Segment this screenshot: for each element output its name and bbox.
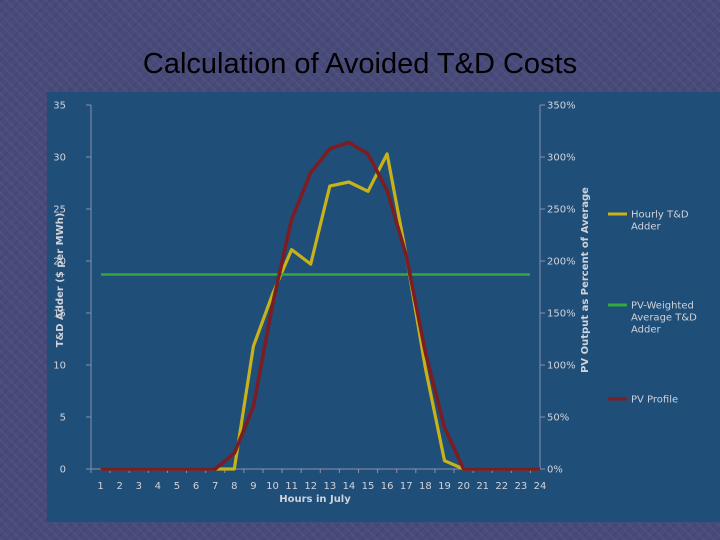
series-line-hourly-td-adder [100,152,540,471]
x-tick-label: 21 [476,481,489,492]
x-tick-label: 16 [381,481,394,492]
x-tick-label: 10 [266,481,279,492]
x-tick-label: 7 [212,481,218,492]
x-tick-label: 13 [323,481,336,492]
x-tick-label: 15 [362,481,375,492]
y-tick-label-right: 50% [547,413,569,424]
y-tick-label-right: 0% [547,465,563,476]
y-tick-label-left: 35 [53,101,66,112]
y-tick-label-right: 350% [547,101,576,112]
x-tick-label: 18 [419,481,432,492]
legend-pv-profile-label: PV Profile [631,395,678,406]
series-line-pv-profile [100,140,540,471]
x-tick-label: 20 [457,481,470,492]
y-tick-label-left: 30 [53,153,66,164]
y-tick-label-left: 25 [53,205,66,216]
y-tick-label-left: 0 [60,465,66,476]
x-tick-label: 5 [174,481,180,492]
y-tick-label-right: 300% [547,153,576,164]
legend-pv-weighted-average-label: PV-Weighted Average T&D Adder [631,301,697,336]
y-tick-label-right: 150% [547,309,576,320]
x-tick-label: 8 [231,481,237,492]
x-tick-label: 6 [193,481,199,492]
y-tick-label-right: 100% [547,361,576,372]
x-tick-label: 3 [136,481,142,492]
x-axis-title: Hours in July [279,494,351,505]
y-tick-label-left: 15 [53,309,66,320]
legend-hourly-td-adder-label: Hourly T&D Adder [631,210,689,233]
x-tick-label: 24 [534,481,547,492]
y-axis-title-right: PV Output as Percent of Average [580,187,591,373]
x-tick-label: 17 [400,481,413,492]
x-tick-label: 11 [285,481,298,492]
y-tick-label-right: 200% [547,257,576,268]
x-tick-label: 23 [515,481,528,492]
x-tick-label: 1 [97,481,103,492]
chart-panel: 0 5 10 15 20 25 30 35 0% 50% 100% 150% 200% 250% 300% 3… [47,92,720,522]
y-tick-label-left: 5 [60,413,66,424]
y-tick-label-left: 10 [53,361,66,372]
x-tick-label: 19 [438,481,451,492]
y-tick-label-right: 250% [547,205,576,216]
x-tick-label: 12 [304,481,317,492]
y-axis-title-left: T&D Adder ($ per MWh) [55,213,66,348]
x-tick-label: 9 [250,481,256,492]
y-tick-label-left: 20 [53,257,66,268]
slide-title: Calculation of Avoided T&D Costs [142,48,578,80]
x-tick-label: 22 [495,481,508,492]
x-tick-label: 14 [343,481,356,492]
x-tick-label: 4 [155,481,161,492]
line-chart: 051015202530350%50%100%150%200%250%300%3… [53,101,697,506]
x-tick-label: 2 [116,481,122,492]
